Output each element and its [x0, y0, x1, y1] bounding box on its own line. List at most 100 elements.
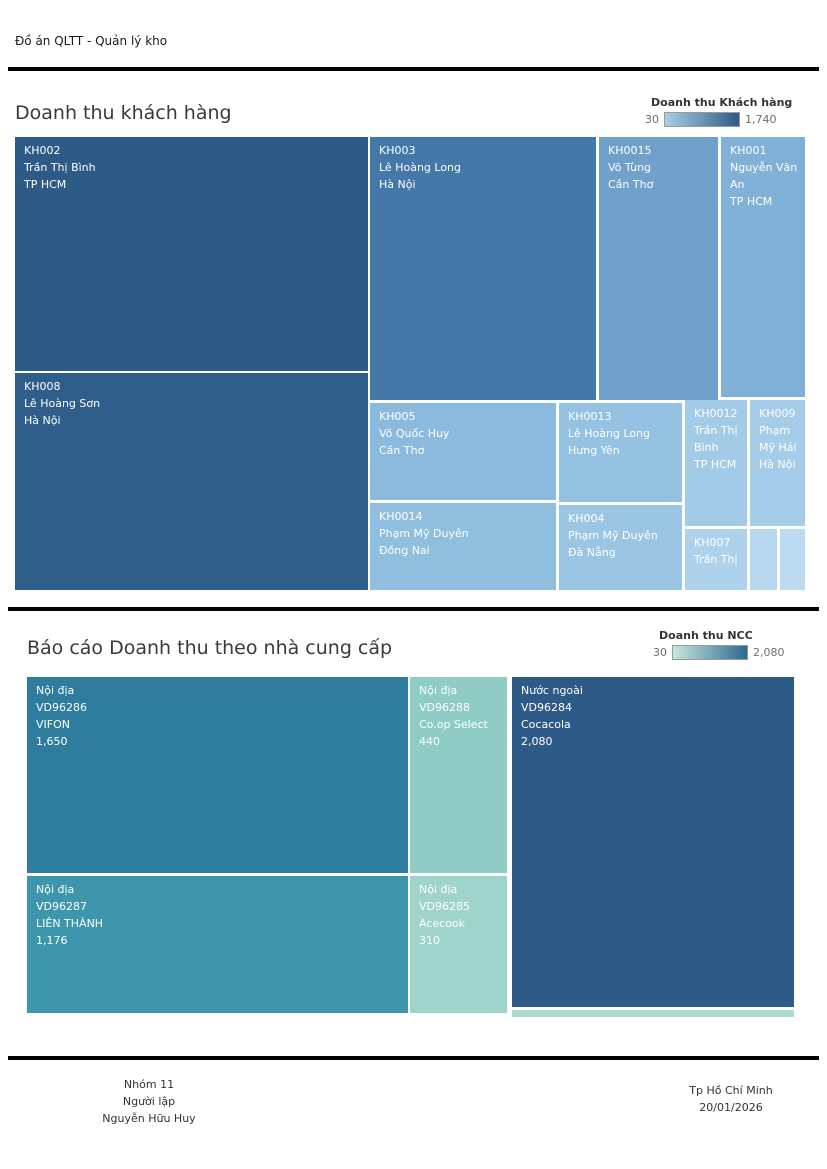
suppliers-section-title: Báo cáo Doanh thu theo nhà cung cấp [27, 637, 393, 659]
treemap-cell-label: VD96286 [36, 701, 87, 714]
treemap-cell-label: KH0015 [608, 144, 652, 157]
treemap-cell-label: Lê Hoàng Long [568, 427, 651, 440]
treemap-cell-KH001[interactable]: KH001 Nguyễn Văn An TP HCM [721, 137, 805, 397]
suppliers-legend-gradient-bar [672, 645, 748, 660]
suppliers-treemap: Nội địa VD96286 VIFON 1,650 Nội địa VD96287 LI… [27, 677, 794, 1017]
treemap-cell-label: Phạm Mỹ Duyên [568, 529, 658, 542]
treemap-cell-label: VD96285 [419, 900, 470, 913]
treemap-cell-label: KH0012 [694, 407, 738, 420]
treemap-cell-label: VD96284 [521, 701, 572, 714]
footer-group: Nhóm 11 [123, 1078, 175, 1091]
suppliers-color-legend: Doanh thu NCC 30 2,080 [653, 629, 813, 660]
treemap-cell-label: KH0014 [379, 510, 423, 523]
divider-line-bottom [8, 1056, 819, 1060]
treemap-cell-label: Nội địa [419, 883, 458, 896]
treemap-cell-unlabeled[interactable] [512, 1010, 794, 1017]
treemap-cell-label: KH002 [24, 144, 61, 157]
treemap-cell-KH004[interactable]: KH004 Phạm Mỹ Duyên Đà Nẵng [559, 505, 682, 590]
treemap-cell-label: LIÊN THÀNH [36, 917, 104, 930]
app-title: Đồ án QLTT - Quản lý kho [15, 34, 168, 48]
treemap-cell-VD96288[interactable]: Nội địa VD96288 Co.op Select 440 [410, 677, 507, 873]
treemap-cell-label: 2,080 [521, 735, 553, 748]
footer-city: Tp Hồ Chí Minh [689, 1084, 773, 1097]
treemap-cell-label: KH007 [694, 536, 731, 549]
treemap-cell-label: Nguyễn Văn An [730, 161, 798, 191]
treemap-cell-KH0012[interactable]: KH0012 Trần Thị Bình TP HCM [685, 400, 747, 526]
treemap-cell-KH0013[interactable]: KH0013 Lê Hoàng Long Hưng Yên [559, 403, 682, 502]
treemap-cell-KH009[interactable]: KH009 Phạm Mỹ Hải Hà Nội [750, 400, 805, 526]
treemap-cell-VD96284[interactable]: Nước ngoài VD96284 Cocacola 2,080 [512, 677, 794, 1007]
treemap-cell-KH002[interactable]: KH002 Trần Thị Bình TP HCM [15, 137, 368, 371]
customers-legend-max: 1,740 [745, 113, 777, 126]
treemap-cell-label: Đà Nẵng [568, 546, 616, 559]
treemap-cell-label: Cần Thơ [608, 178, 654, 191]
suppliers-legend-title: Doanh thu NCC [659, 629, 753, 642]
treemap-cell-label: KH008 [24, 380, 61, 393]
treemap-cell-label: TP HCM [24, 178, 67, 191]
treemap-cell-KH0014[interactable]: KH0014 Phạm Mỹ Duyên Đồng Nai [370, 503, 556, 590]
treemap-cell-VD96286[interactable]: Nội địa VD96286 VIFON 1,650 [27, 677, 408, 873]
treemap-cell-KH005[interactable]: KH005 Võ Quốc Huy Cần Thơ [370, 403, 556, 500]
treemap-cell-label: Nước ngoài [521, 684, 583, 697]
treemap-cell-KH003[interactable]: KH003 Lê Hoàng Long Hà Nội [370, 137, 596, 400]
footer-date: 20/01/2026 [699, 1101, 763, 1114]
suppliers-legend-min: 30 [653, 646, 667, 659]
treemap-cell-label: Hưng Yên [568, 444, 620, 457]
treemap-cell-KH0015[interactable]: KH0015 Võ Tùng Cần Thơ [599, 137, 718, 400]
treemap-cell-KH008[interactable]: KH008 Lê Hoàng Sơn Hà Nội [15, 373, 368, 590]
treemap-cell-unlabeled[interactable] [750, 529, 777, 590]
treemap-cell-label: TP HCM [730, 195, 773, 208]
customers-section-title: Doanh thu khách hàng [15, 102, 232, 124]
divider-line-top [8, 67, 819, 71]
treemap-cell-label: Co.op Select [419, 718, 488, 731]
treemap-cell-label: 1,176 [36, 934, 68, 947]
treemap-cell-label: VIFON [36, 718, 70, 731]
treemap-cell-label: KH009 [759, 407, 796, 420]
treemap-cell-label: TP HCM [694, 458, 737, 471]
customers-treemap: KH002 Trần Thị Bình TP HCM KH008 Lê Hoàng Sơ… [15, 137, 805, 590]
treemap-cell-label: 440 [419, 735, 440, 748]
treemap-cell-label: Võ Tùng [608, 161, 652, 174]
treemap-cell-label: Nội địa [419, 684, 458, 697]
treemap-cell-label: KH005 [379, 410, 416, 423]
treemap-cell-label: Trần Thị Bình [24, 161, 96, 174]
customers-legend-gradient-bar [664, 112, 740, 127]
footer-author-name: Nguyễn Hữu Huy [102, 1112, 196, 1125]
treemap-cell-label: Phạm Mỹ Hải [759, 424, 797, 454]
treemap-cell-label: Nội địa [36, 684, 75, 697]
treemap-cell-label: Hà Nội [379, 178, 416, 191]
treemap-cell-label: Acecook [419, 917, 466, 930]
treemap-cell-label: Phạm Mỹ Duyên [379, 527, 469, 540]
treemap-cell-label: KH003 [379, 144, 416, 157]
footer-role: Người lập [122, 1095, 176, 1108]
treemap-cell-label: Võ Quốc Huy [379, 427, 450, 440]
customers-legend-min: 30 [645, 113, 659, 126]
treemap-cell-KH007[interactable]: KH007 Trần Thị [685, 529, 747, 590]
treemap-cell-label: 1,650 [36, 735, 68, 748]
treemap-cell-label: Đồng Nai [379, 544, 430, 557]
treemap-cell-label: Cần Thơ [379, 444, 425, 457]
treemap-cell-label: Nội địa [36, 883, 75, 896]
footer-place-date-block: Tp Hồ Chí Minh 20/01/2026 [652, 1082, 810, 1116]
treemap-cell-label: Hà Nội [759, 458, 796, 471]
suppliers-legend-max: 2,080 [753, 646, 785, 659]
treemap-cell-label: VD96287 [36, 900, 87, 913]
treemap-cell-VD96287[interactable]: Nội địa VD96287 LIÊN THÀNH 1,176 [27, 876, 408, 1013]
divider-line-middle [8, 607, 819, 611]
customers-color-legend: Doanh thu Khách hàng 30 1,740 [645, 96, 805, 127]
treemap-cell-label: KH001 [730, 144, 767, 157]
treemap-cell-label: Lê Hoàng Long [379, 161, 462, 174]
customers-legend-title: Doanh thu Khách hàng [651, 96, 793, 109]
treemap-cell-label: Cocacola [521, 718, 571, 731]
treemap-cell-label: 310 [419, 934, 440, 947]
treemap-cell-VD96285[interactable]: Nội địa VD96285 Acecook 310 [410, 876, 507, 1013]
treemap-cell-label: Trần Thị [694, 553, 738, 566]
treemap-cell-label: Lê Hoàng Sơn [24, 397, 101, 410]
treemap-cell-label: Hà Nội [24, 414, 61, 427]
treemap-cell-label: KH004 [568, 512, 605, 525]
footer-author-block: Nhóm 11 Người lập Nguyễn Hữu Huy [53, 1076, 245, 1127]
treemap-cell-label: Trần Thị Bình [694, 424, 738, 454]
treemap-cell-unlabeled[interactable] [780, 529, 805, 590]
treemap-cell-label: KH0013 [568, 410, 612, 423]
